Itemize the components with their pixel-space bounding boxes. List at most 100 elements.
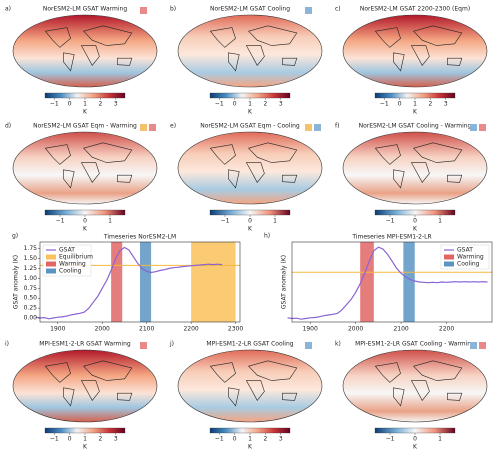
colorbar-label: K	[248, 226, 253, 233]
coastline	[83, 25, 133, 46]
span	[360, 242, 374, 322]
y-tick-label: 1.00	[24, 275, 38, 282]
coastline	[282, 57, 298, 66]
coastline	[245, 380, 265, 401]
map-panels: a) NorESM2-LM GSAT Warming −1 0 1 2 3 Kb) NorESM…	[5, 6, 488, 451]
panel-label: a)	[5, 6, 11, 13]
colorbar-tick-label: 1	[83, 436, 87, 443]
coastline	[282, 392, 298, 401]
coastline	[117, 174, 133, 183]
span	[111, 242, 123, 322]
colorbar-tick-label: 1	[108, 218, 112, 225]
coastline	[413, 142, 463, 163]
coastline	[374, 362, 401, 383]
coastline	[80, 380, 100, 401]
coastline	[248, 360, 298, 381]
series-line	[35, 246, 223, 320]
tag-square	[305, 7, 312, 14]
coastline	[80, 45, 100, 66]
coastline	[117, 57, 133, 66]
colorbar	[44, 427, 126, 434]
x-tick-label: 2100	[393, 326, 408, 333]
colorbar-tick-label: 2	[263, 101, 267, 108]
coastline	[393, 169, 405, 189]
map-globe	[342, 14, 488, 88]
coastline	[209, 362, 236, 383]
coastline	[209, 144, 236, 165]
coastline	[374, 144, 401, 165]
colorbar-tick-label: 1	[438, 436, 442, 443]
map-panel: a) NorESM2-LM GSAT Warming −1 0 1 2 3 K	[5, 6, 158, 116]
series-line	[287, 246, 488, 320]
span	[140, 242, 152, 322]
map-panel: f) NorESM2-LM GSAT Cooling - Warming −1 0 1 K	[335, 123, 488, 233]
tag-square	[470, 342, 477, 349]
map-title: NorESM2-LM GSAT Eqm - Cooling	[200, 123, 300, 130]
map-title: MPI-ESM1-2-LR GSAT Cooling	[206, 341, 293, 348]
colorbar-tick-label: −1	[380, 101, 389, 108]
colorbar-tick-label: −1	[56, 218, 65, 225]
y-tick-label: 1.75	[24, 245, 38, 252]
legend-swatch	[46, 268, 56, 274]
x-tick-label: 2000	[95, 326, 110, 333]
x-tick-label: 2300	[228, 326, 243, 333]
map-panel: k) MPI-ESM1-2-LR GSAT Cooling - Warming −1…	[335, 341, 488, 451]
coastline	[63, 387, 75, 407]
tag-square	[140, 124, 147, 131]
colorbar-tick-label: 2	[98, 436, 102, 443]
colorbar-label: K	[83, 226, 88, 233]
coastline	[393, 387, 405, 407]
map-globe	[177, 14, 323, 88]
colorbar-tick-label: −1	[50, 436, 59, 443]
coastline	[282, 174, 298, 183]
colorbar-label: K	[248, 109, 253, 116]
y-tick-label: 0.00	[24, 315, 38, 322]
panel-label: c)	[335, 6, 341, 13]
colorbar-tick-label: 3	[279, 101, 283, 108]
plot-frame	[291, 241, 493, 323]
coastline	[393, 52, 405, 72]
map-globe	[12, 14, 158, 88]
colorbar-tick-label: 1	[273, 218, 277, 225]
colorbar-tick-label: −1	[386, 436, 395, 443]
colorbar-tick-label: −1	[50, 101, 59, 108]
coastline	[80, 162, 100, 183]
colorbar-tick-label: 0	[68, 101, 72, 108]
map-title: NorESM2-LM GSAT Cooling	[210, 6, 290, 13]
plot-frame	[39, 241, 241, 323]
map-panel: i) MPI-ESM1-2-LR GSAT Warming −1 0 1 2 3 K	[5, 341, 158, 451]
colorbar-tick-label: 0	[398, 101, 402, 108]
tag-square	[140, 7, 147, 14]
colorbar-label: K	[413, 109, 418, 116]
panel-label: g)	[12, 233, 18, 240]
coastline	[447, 174, 463, 183]
y-tick-label: 1.50	[24, 255, 38, 262]
coastline	[44, 362, 71, 383]
map-panel: b) NorESM2-LM GSAT Cooling −1 0 1 2 3 K	[170, 6, 323, 116]
colorbar-tick-label: 1	[83, 101, 87, 108]
legend-label: Cooling	[457, 261, 480, 268]
colorbar-tick-label: 1	[248, 101, 252, 108]
x-tick-label: 2200	[439, 326, 454, 333]
map-title: NorESM2-LM GSAT Warming	[43, 6, 127, 13]
colorbar	[44, 209, 126, 216]
coastline	[410, 162, 430, 183]
x-tick-label: 1900	[303, 326, 318, 333]
colorbar-tick-label: 3	[444, 101, 448, 108]
colorbar-tick-label: 2	[98, 101, 102, 108]
map-globe	[12, 349, 158, 423]
coastline	[248, 142, 298, 163]
legend-label: Cooling	[59, 268, 82, 275]
colorbar	[374, 427, 456, 434]
map-panel: d) NorESM2-LM GSAT Eqm - Warming −1 0 1 K	[5, 123, 158, 233]
colorbar-label: K	[248, 444, 253, 451]
panel-label: j)	[169, 341, 174, 348]
legend-label: GSAT	[457, 247, 473, 254]
tag-square	[314, 124, 321, 131]
coastline	[228, 169, 240, 189]
chart-title: Timeseries NorESM2-LM	[103, 234, 176, 241]
colorbar-tick-label: −1	[221, 218, 230, 225]
x-tick-label: 2000	[348, 326, 363, 333]
colorbar	[374, 92, 456, 99]
y-tick-label: 0.75	[24, 285, 38, 292]
